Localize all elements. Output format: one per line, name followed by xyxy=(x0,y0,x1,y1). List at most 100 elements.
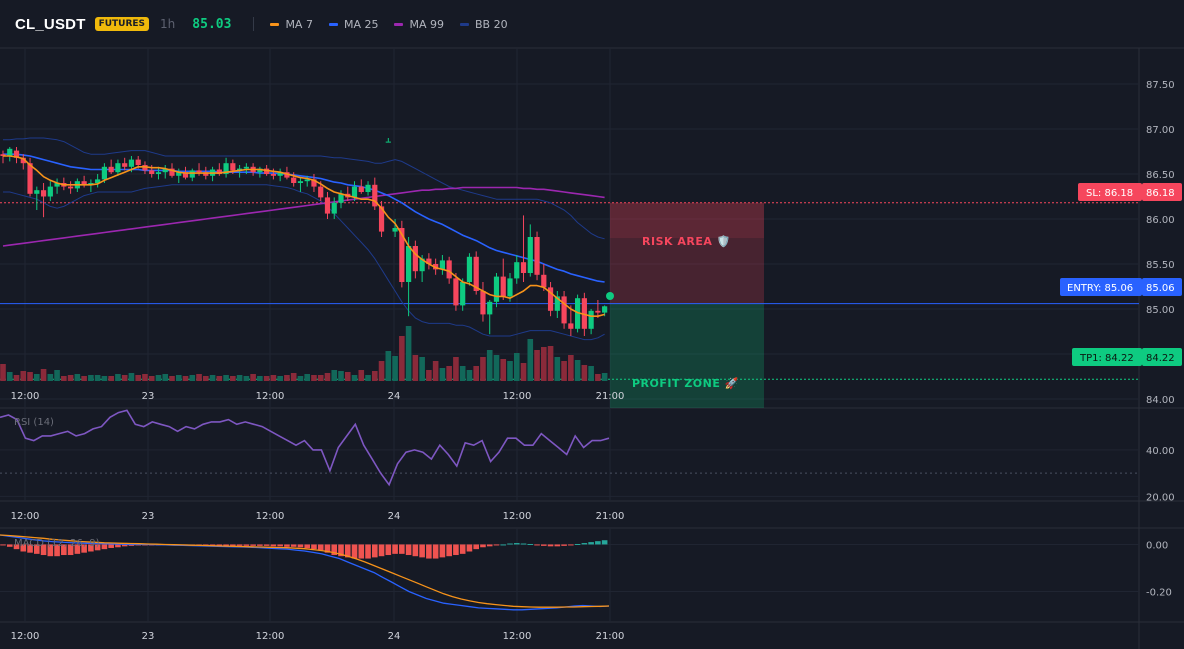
candle-body[interactable] xyxy=(439,260,445,270)
legend-ma25[interactable]: MA 25 xyxy=(328,18,378,31)
candle-body[interactable] xyxy=(27,163,33,194)
candle-body[interactable] xyxy=(291,177,297,183)
candle-body[interactable] xyxy=(81,181,87,185)
candle-body[interactable] xyxy=(324,197,331,214)
candle-body[interactable] xyxy=(277,172,283,176)
main-price-pane[interactable] xyxy=(0,137,608,381)
candle-body[interactable] xyxy=(595,310,601,313)
candle-body[interactable] xyxy=(419,258,425,272)
candle-body[interactable] xyxy=(237,168,243,171)
candle-body[interactable] xyxy=(169,168,175,176)
macd-pane[interactable] xyxy=(0,534,610,611)
candle-body[interactable] xyxy=(493,276,500,302)
candle-body[interactable] xyxy=(561,296,567,324)
candle-body[interactable] xyxy=(554,296,560,311)
candle-body[interactable] xyxy=(568,323,574,329)
candle-body[interactable] xyxy=(297,181,304,183)
candle-body[interactable] xyxy=(541,274,547,288)
symbol-name[interactable]: CL_USDT xyxy=(15,15,86,33)
candle-body[interactable] xyxy=(473,256,479,291)
candle-body[interactable] xyxy=(487,301,493,315)
candle-body[interactable] xyxy=(101,166,107,180)
candle-body[interactable] xyxy=(182,172,189,178)
legend-bb20-label: BB 20 xyxy=(474,17,508,31)
candle-body[interactable] xyxy=(155,172,162,174)
candle-body[interactable] xyxy=(480,291,486,315)
candle-body[interactable] xyxy=(588,310,594,329)
legend-bb20[interactable]: BB 20 xyxy=(459,17,508,31)
candle-body[interactable] xyxy=(351,186,358,198)
candle-body[interactable] xyxy=(318,186,324,198)
candle-body[interactable] xyxy=(68,186,74,189)
candle-body[interactable] xyxy=(284,172,290,178)
candle-body[interactable] xyxy=(331,202,337,214)
candle-body[interactable] xyxy=(162,168,168,173)
candle-body[interactable] xyxy=(311,179,317,187)
candle-body[interactable] xyxy=(500,276,506,297)
candle-body[interactable] xyxy=(514,262,520,279)
candle-body[interactable] xyxy=(54,183,60,187)
candle-body[interactable] xyxy=(534,237,540,275)
candle-body[interactable] xyxy=(602,306,608,313)
candle-body[interactable] xyxy=(196,170,202,173)
candle-body[interactable] xyxy=(378,206,385,232)
candle-body[interactable] xyxy=(47,186,53,197)
candle-body[interactable] xyxy=(34,190,40,194)
candle-body[interactable] xyxy=(230,163,236,171)
candle-body[interactable] xyxy=(433,264,439,270)
candle-body[interactable] xyxy=(176,172,182,176)
candle-body[interactable] xyxy=(243,166,249,169)
candle-body[interactable] xyxy=(264,168,270,174)
volume-bar xyxy=(405,326,412,381)
candle-body[interactable] xyxy=(135,159,141,165)
candle-body[interactable] xyxy=(412,246,418,272)
candle-body[interactable] xyxy=(270,174,276,176)
macd-histogram-bar xyxy=(344,544,351,558)
candle-body[interactable] xyxy=(203,172,209,176)
candle-body[interactable] xyxy=(149,170,155,174)
macd-histogram-bar xyxy=(574,543,581,545)
candle-body[interactable] xyxy=(358,186,364,192)
candle-body[interactable] xyxy=(115,163,121,173)
candle-body[interactable] xyxy=(257,168,263,173)
candle-body[interactable] xyxy=(304,179,310,182)
candle-body[interactable] xyxy=(216,169,222,175)
candle-body[interactable] xyxy=(338,193,344,203)
candle-body[interactable] xyxy=(399,228,405,282)
candle-body[interactable] xyxy=(128,159,135,167)
candle-body[interactable] xyxy=(453,278,459,306)
candle-body[interactable] xyxy=(520,262,527,273)
interval-selector[interactable]: 1h xyxy=(160,17,176,31)
legend-ma7[interactable]: MA 7 xyxy=(270,18,313,31)
candle-body[interactable] xyxy=(385,141,391,143)
candle-body[interactable] xyxy=(527,237,533,273)
candle-body[interactable] xyxy=(122,163,128,167)
candle-body[interactable] xyxy=(365,184,371,192)
candle-body[interactable] xyxy=(142,165,148,171)
candle-body[interactable] xyxy=(547,287,554,311)
candle-body[interactable] xyxy=(406,246,412,282)
candle-body[interactable] xyxy=(575,298,581,329)
candle-body[interactable] xyxy=(507,278,513,297)
candle-body[interactable] xyxy=(189,170,195,178)
candle-body[interactable] xyxy=(88,183,94,185)
candle-body[interactable] xyxy=(108,166,114,173)
legend-ma99[interactable]: MA 99 xyxy=(394,18,444,31)
candle-body[interactable] xyxy=(13,150,20,158)
candle-body[interactable] xyxy=(392,228,398,232)
candle-body[interactable] xyxy=(95,179,101,183)
candle-body[interactable] xyxy=(0,154,6,156)
candle-body[interactable] xyxy=(372,184,378,207)
candle-body[interactable] xyxy=(40,190,47,197)
candle-body[interactable] xyxy=(223,163,229,174)
candle-body[interactable] xyxy=(466,256,473,282)
candle-body[interactable] xyxy=(426,258,432,264)
candle-body[interactable] xyxy=(460,282,466,306)
candle-body[interactable] xyxy=(581,298,587,329)
candle-body[interactable] xyxy=(20,157,26,164)
rsi-pane[interactable] xyxy=(0,409,1139,487)
candle-body[interactable] xyxy=(446,260,452,279)
candle-body[interactable] xyxy=(7,148,13,156)
macd-line xyxy=(0,534,610,611)
